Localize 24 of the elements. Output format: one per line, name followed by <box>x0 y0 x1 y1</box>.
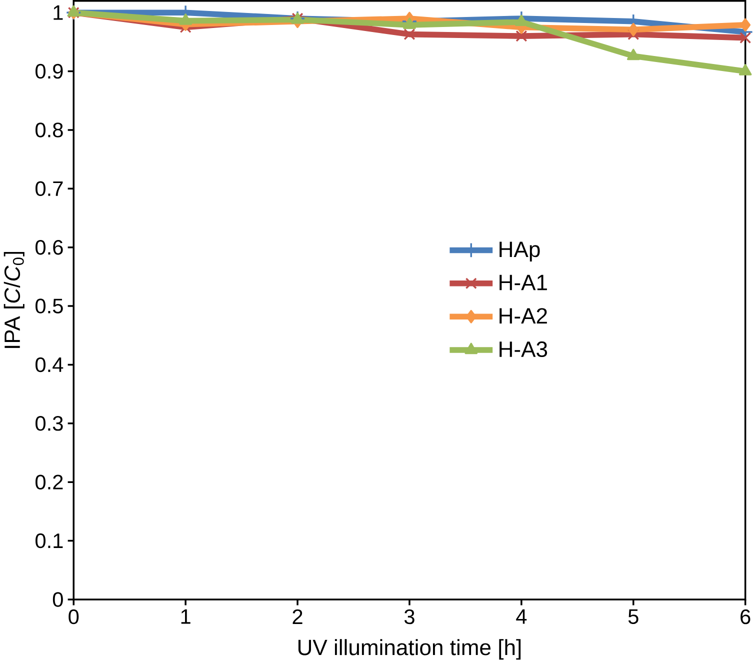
y-tick-label: 0.8 <box>36 122 63 138</box>
x-tick-label: 4 <box>516 610 527 624</box>
x-tick-label: 1 <box>181 610 190 624</box>
x-tick-label: 0 <box>68 610 79 624</box>
x-tick-label: 3 <box>404 610 414 624</box>
y-tick-label: 1 <box>54 6 63 20</box>
legend-label: H-A1 <box>500 275 547 290</box>
x-axis-title: UV illumination time [h] <box>298 639 521 660</box>
legend-label: HAp <box>500 242 540 262</box>
y-tick-label: 0.1 <box>36 534 63 548</box>
x-tick-label: 2 <box>292 610 302 624</box>
y-axis-title: IPA [C/C$_{0}$] <box>4 252 24 348</box>
x-tick-label: 6 <box>740 610 750 624</box>
legend-label: H-A2 <box>500 308 547 324</box>
y-tick-label: 0.3 <box>36 416 63 432</box>
x-tick-label: 5 <box>628 610 638 624</box>
y-tick-label: 0.5 <box>36 298 63 314</box>
y-tick-label: 0.9 <box>36 64 63 79</box>
y-tick-label: 0.7 <box>36 182 63 196</box>
y-tick-label: 0.2 <box>36 474 63 490</box>
y-tick-label: 0 <box>52 592 63 608</box>
y-tick-label: 0.6 <box>36 240 63 255</box>
y-tick-label: 0.4 <box>36 358 64 372</box>
legend-label: H-A3 <box>500 342 548 358</box>
